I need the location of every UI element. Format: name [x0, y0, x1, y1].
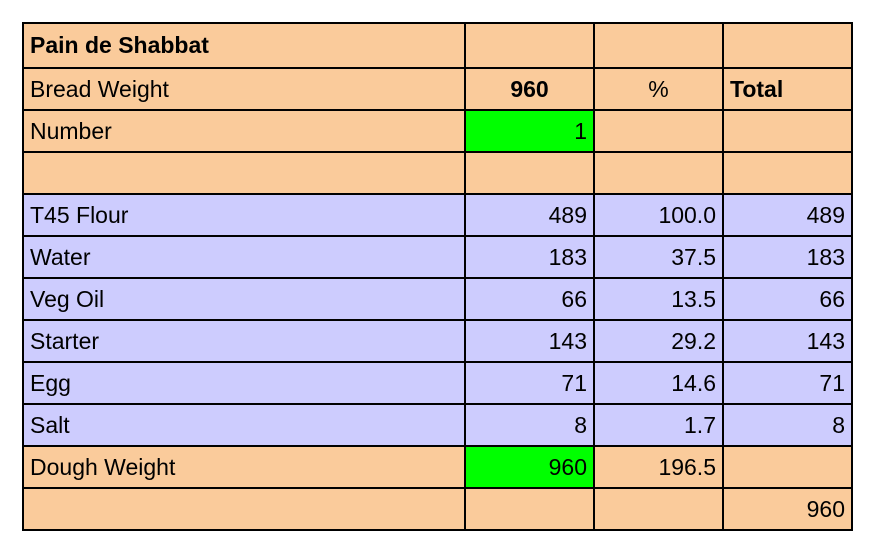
ingredient-total[interactable]: 489	[722, 193, 853, 237]
final-total-row: 960	[22, 487, 853, 531]
empty-cell[interactable]	[464, 22, 595, 69]
empty-cell[interactable]	[464, 151, 595, 195]
ingredient-row: Salt 8 1.7 8	[22, 403, 853, 447]
bread-weight-row: Bread Weight 960 % Total	[22, 67, 853, 111]
ingredient-name[interactable]: Veg Oil	[22, 277, 466, 321]
empty-cell[interactable]	[464, 487, 595, 531]
empty-cell[interactable]	[722, 445, 853, 489]
dough-weight-value[interactable]: 960	[464, 445, 595, 489]
ingredient-row: Starter 143 29.2 143	[22, 319, 853, 363]
title-row: Pain de Shabbat	[22, 22, 853, 69]
number-value[interactable]: 1	[464, 109, 595, 153]
empty-cell[interactable]	[593, 487, 724, 531]
empty-cell[interactable]	[593, 109, 724, 153]
ingredient-name[interactable]: Water	[22, 235, 466, 279]
empty-cell[interactable]	[722, 109, 853, 153]
ingredient-name[interactable]: Egg	[22, 361, 466, 405]
ingredient-percent[interactable]: 13.5	[593, 277, 724, 321]
empty-cell[interactable]	[722, 151, 853, 195]
empty-cell[interactable]	[22, 487, 466, 531]
dough-percent-total[interactable]: 196.5	[593, 445, 724, 489]
dough-weight-label[interactable]: Dough Weight	[22, 445, 466, 489]
ingredient-weight[interactable]: 143	[464, 319, 595, 363]
ingredient-percent[interactable]: 37.5	[593, 235, 724, 279]
bread-weight-label[interactable]: Bread Weight	[22, 67, 466, 111]
recipe-spreadsheet: Pain de Shabbat Bread Weight 960 % Total…	[22, 22, 853, 531]
percent-header[interactable]: %	[593, 67, 724, 111]
empty-cell[interactable]	[22, 151, 466, 195]
ingredient-weight[interactable]: 71	[464, 361, 595, 405]
blank-row	[22, 151, 853, 195]
number-row: Number 1	[22, 109, 853, 153]
ingredient-total[interactable]: 183	[722, 235, 853, 279]
ingredient-percent[interactable]: 1.7	[593, 403, 724, 447]
ingredient-name[interactable]: T45 Flour	[22, 193, 466, 237]
ingredient-row: Veg Oil 66 13.5 66	[22, 277, 853, 321]
bread-weight-value[interactable]: 960	[464, 67, 595, 111]
empty-cell[interactable]	[593, 151, 724, 195]
number-label[interactable]: Number	[22, 109, 466, 153]
ingredient-total[interactable]: 66	[722, 277, 853, 321]
ingredient-weight[interactable]: 8	[464, 403, 595, 447]
ingredient-weight[interactable]: 489	[464, 193, 595, 237]
ingredient-total[interactable]: 143	[722, 319, 853, 363]
ingredient-weight[interactable]: 183	[464, 235, 595, 279]
ingredient-row: Egg 71 14.6 71	[22, 361, 853, 405]
total-header[interactable]: Total	[722, 67, 853, 111]
empty-cell[interactable]	[722, 22, 853, 69]
ingredient-percent[interactable]: 14.6	[593, 361, 724, 405]
ingredient-row: T45 Flour 489 100.0 489	[22, 193, 853, 237]
ingredient-percent[interactable]: 29.2	[593, 319, 724, 363]
empty-cell[interactable]	[593, 22, 724, 69]
title-cell[interactable]: Pain de Shabbat	[22, 22, 466, 69]
ingredient-weight[interactable]: 66	[464, 277, 595, 321]
ingredient-name[interactable]: Starter	[22, 319, 466, 363]
final-total-value[interactable]: 960	[722, 487, 853, 531]
ingredient-percent[interactable]: 100.0	[593, 193, 724, 237]
ingredient-total[interactable]: 8	[722, 403, 853, 447]
ingredient-total[interactable]: 71	[722, 361, 853, 405]
ingredient-row: Water 183 37.5 183	[22, 235, 853, 279]
ingredient-name[interactable]: Salt	[22, 403, 466, 447]
dough-weight-row: Dough Weight 960 196.5	[22, 445, 853, 489]
